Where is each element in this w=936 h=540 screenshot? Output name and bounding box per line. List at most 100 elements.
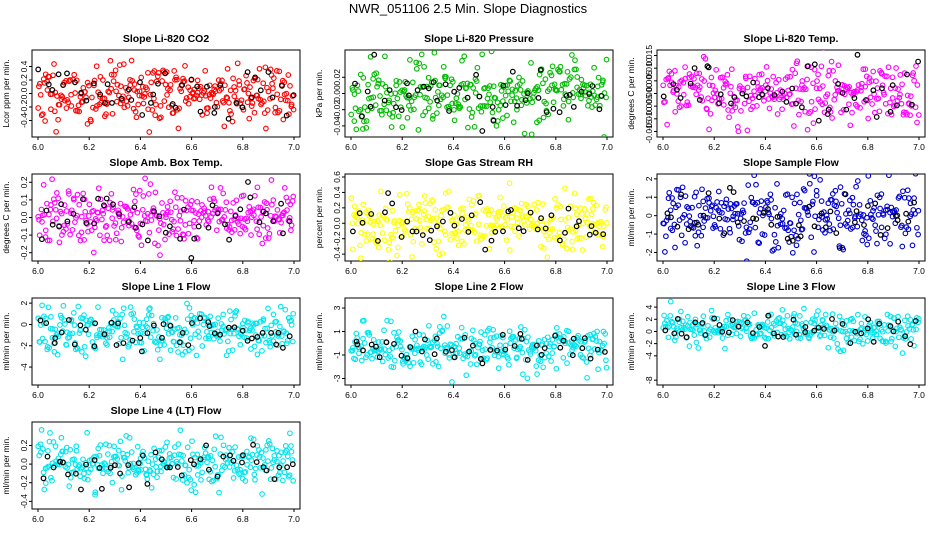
data-point <box>840 347 847 354</box>
data-point <box>159 314 165 321</box>
highlight-point <box>103 195 110 202</box>
x-tick-label: 6.4 <box>447 266 459 276</box>
data-point <box>229 347 236 353</box>
highlight-point <box>217 82 224 89</box>
data-point <box>274 447 280 454</box>
highlight-point <box>586 231 593 238</box>
highlight-point <box>760 209 767 216</box>
data-point <box>520 371 526 378</box>
highlight-point <box>167 322 174 329</box>
highlight-point <box>511 343 518 349</box>
highlight-point <box>96 465 103 471</box>
y-tick-label: 0 <box>644 213 654 218</box>
data-point <box>758 71 765 77</box>
data-point <box>915 112 922 118</box>
data-point <box>275 472 282 479</box>
data-point <box>387 353 394 360</box>
data-point <box>907 93 914 100</box>
data-point <box>726 114 732 121</box>
data-point <box>378 346 385 353</box>
data-point <box>217 338 223 344</box>
data-point <box>174 460 181 467</box>
data-point <box>228 316 234 323</box>
data-point <box>514 106 520 113</box>
data-point <box>175 125 182 132</box>
data-point <box>177 217 184 224</box>
data-point <box>197 83 204 90</box>
data-point <box>682 64 688 70</box>
data-point <box>565 328 572 335</box>
data-point <box>593 338 600 344</box>
data-point <box>211 335 217 342</box>
data-point <box>847 122 854 129</box>
highlight-point <box>64 70 70 77</box>
highlight-point <box>538 215 544 222</box>
data-point <box>684 313 691 320</box>
highlight-point <box>144 330 151 337</box>
data-point <box>227 208 234 215</box>
data-point <box>74 191 81 198</box>
y-axis-label: ml/min per min. <box>1 312 11 370</box>
data-point <box>876 318 882 325</box>
data-point <box>860 340 866 347</box>
highlight-point <box>268 330 275 336</box>
data-point <box>384 216 391 223</box>
data-point <box>286 472 293 479</box>
highlight-point <box>765 206 771 213</box>
data-point <box>84 79 91 86</box>
data-point <box>248 346 254 352</box>
data-point <box>280 458 286 464</box>
data-point <box>354 214 361 221</box>
highlight-point <box>764 85 771 91</box>
data-point <box>819 101 826 108</box>
data-point <box>231 227 238 233</box>
data-point <box>231 467 238 474</box>
data-point <box>779 306 786 313</box>
highlight-point <box>398 352 405 359</box>
y-tick-label: 1 <box>644 195 654 200</box>
data-point <box>63 208 70 214</box>
data-point <box>517 324 524 330</box>
data-point <box>451 106 457 113</box>
data-point <box>95 209 101 216</box>
highlight-point <box>375 237 381 244</box>
highlight-point <box>884 225 891 232</box>
data-point <box>284 97 291 104</box>
data-point <box>201 205 208 212</box>
data-point <box>703 335 710 342</box>
data-point <box>761 334 768 341</box>
highlight-point <box>412 328 419 335</box>
data-point <box>888 335 895 342</box>
data-point <box>738 108 744 114</box>
data-point <box>587 195 594 202</box>
data-point <box>90 249 97 256</box>
highlight-point <box>705 64 712 71</box>
data-point <box>420 211 427 217</box>
data-point <box>63 105 70 111</box>
highlight-point <box>821 326 827 332</box>
data-point <box>288 443 294 449</box>
data-point <box>594 328 600 335</box>
data-point <box>864 214 870 221</box>
highlight-point <box>579 345 586 352</box>
data-point <box>507 340 514 347</box>
data-point <box>354 335 361 341</box>
data-point <box>213 227 220 234</box>
data-point <box>440 313 447 320</box>
data-point <box>164 209 171 216</box>
data-point <box>758 198 765 204</box>
data-point <box>667 207 674 214</box>
data-point <box>552 195 558 202</box>
data-point <box>476 192 483 199</box>
data-point <box>811 66 818 73</box>
data-point <box>147 305 153 311</box>
data-point <box>811 320 818 327</box>
highlight-point <box>231 324 238 331</box>
data-point <box>835 215 842 222</box>
highlight-point <box>905 218 912 225</box>
y-tick-label: 0.4 <box>332 186 342 198</box>
data-point <box>451 117 458 124</box>
data-point <box>42 118 48 124</box>
data-point <box>602 206 609 213</box>
data-point <box>871 205 877 211</box>
